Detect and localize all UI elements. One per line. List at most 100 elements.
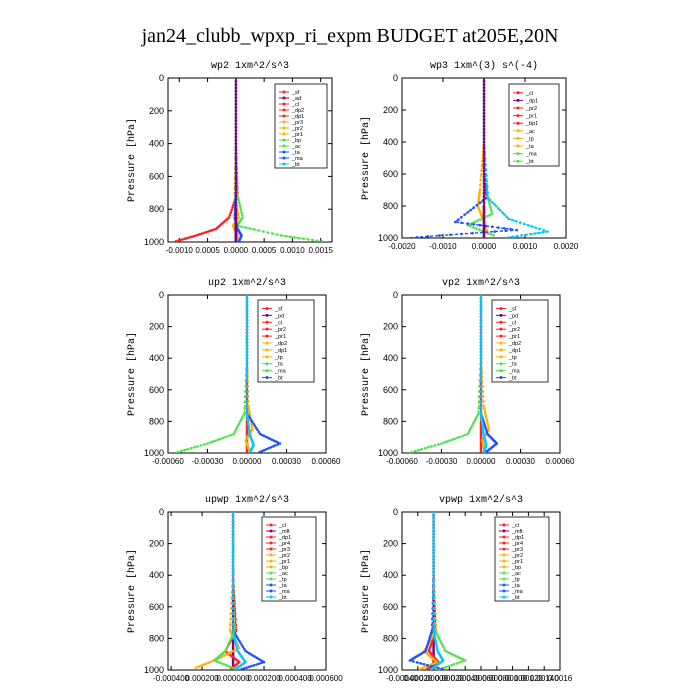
data-point [479,322,483,325]
data-point [245,350,249,354]
data-point [254,426,258,430]
legend-marker [282,144,286,148]
data-point [234,171,238,175]
data-point [264,435,268,439]
data-point [234,191,238,195]
data-point [231,206,234,209]
data-point [320,240,324,242]
legend-marker [269,553,273,557]
data-point [179,449,183,453]
legend-marker [282,156,286,160]
data-point [456,655,459,658]
data-point [430,631,433,634]
legend-label: _pr3 [291,120,303,126]
data-point [479,395,483,399]
data-point [537,231,541,235]
data-point [245,395,249,399]
data-point [234,162,238,165]
data-point [429,645,432,649]
data-point [234,239,238,242]
legend-marker [282,150,286,154]
data-point [200,664,203,667]
x-tick-label: -0.00030 [426,457,458,466]
legend-label: _ma [291,156,304,162]
data-point [482,404,485,407]
data-point [432,558,435,561]
data-point [436,443,440,446]
y-tick-label: 0 [393,290,398,300]
data-point [237,198,240,202]
figure-suptitle: jan24_clubb_wpxp_ri_expm BUDGET at205E,2… [141,25,559,47]
data-point [432,526,435,530]
data-point [234,80,238,83]
data-point [415,235,419,238]
data-point [482,430,485,434]
data-point [482,179,486,182]
data-point [435,647,439,651]
data-point [235,635,239,638]
x-tick-label: 0.000200 [185,674,219,683]
y-tick-label: 1000 [144,448,164,458]
data-point [449,233,452,237]
data-point [231,513,235,517]
data-point [507,217,510,221]
data-point [231,554,235,558]
series-group [408,295,499,453]
data-point [419,662,422,665]
data-point [426,664,430,667]
x-tick-label: 0.00060 [467,674,496,683]
data-point [234,194,238,198]
data-point [274,444,277,447]
data-point [234,119,238,122]
y-tick-label: 200 [383,322,398,332]
data-point [507,236,511,238]
legend-label: _tp [508,355,517,361]
data-point [482,153,486,157]
data-point [236,196,240,199]
data-point [503,213,506,216]
data-point [231,590,235,594]
data-point [245,312,249,316]
y-axis-label: Pressure [hPa] [360,332,372,416]
legend-label: _ac [511,571,521,577]
x-tick-label: 0.0015 [308,246,333,255]
legend-marker [516,129,520,133]
data-point [434,639,437,643]
data-point [482,105,486,109]
data-point [262,448,266,452]
data-point [234,109,238,113]
data-point [234,181,238,185]
data-point [228,639,232,643]
data-point [231,548,235,552]
data-point [481,424,484,428]
legend-label: _sf [291,90,300,96]
data-point [479,362,483,366]
data-point [214,439,217,443]
data-point [479,296,483,300]
data-point [481,426,485,430]
data-point [231,573,235,577]
legend-label: _ac [291,144,301,150]
data-point [448,439,451,443]
data-point [480,164,484,168]
data-point [466,432,470,436]
data-point [485,174,488,177]
y-tick-label: 400 [149,139,164,149]
legend-label: _ta [291,150,301,156]
data-point [479,179,483,182]
y-tick-label: 800 [149,633,164,643]
data-point [441,643,444,647]
data-point [278,442,282,445]
data-point [469,225,472,228]
data-point [234,116,238,119]
data-point [482,89,486,93]
y-tick-label: 200 [383,539,398,549]
data-point [241,416,244,419]
data-point [236,424,240,428]
legend-marker [265,313,269,317]
legend-marker [265,376,269,380]
data-point [185,236,189,240]
y-tick-label: 400 [149,570,164,580]
legend-label: _pr1 [278,559,290,565]
data-point [234,86,238,90]
